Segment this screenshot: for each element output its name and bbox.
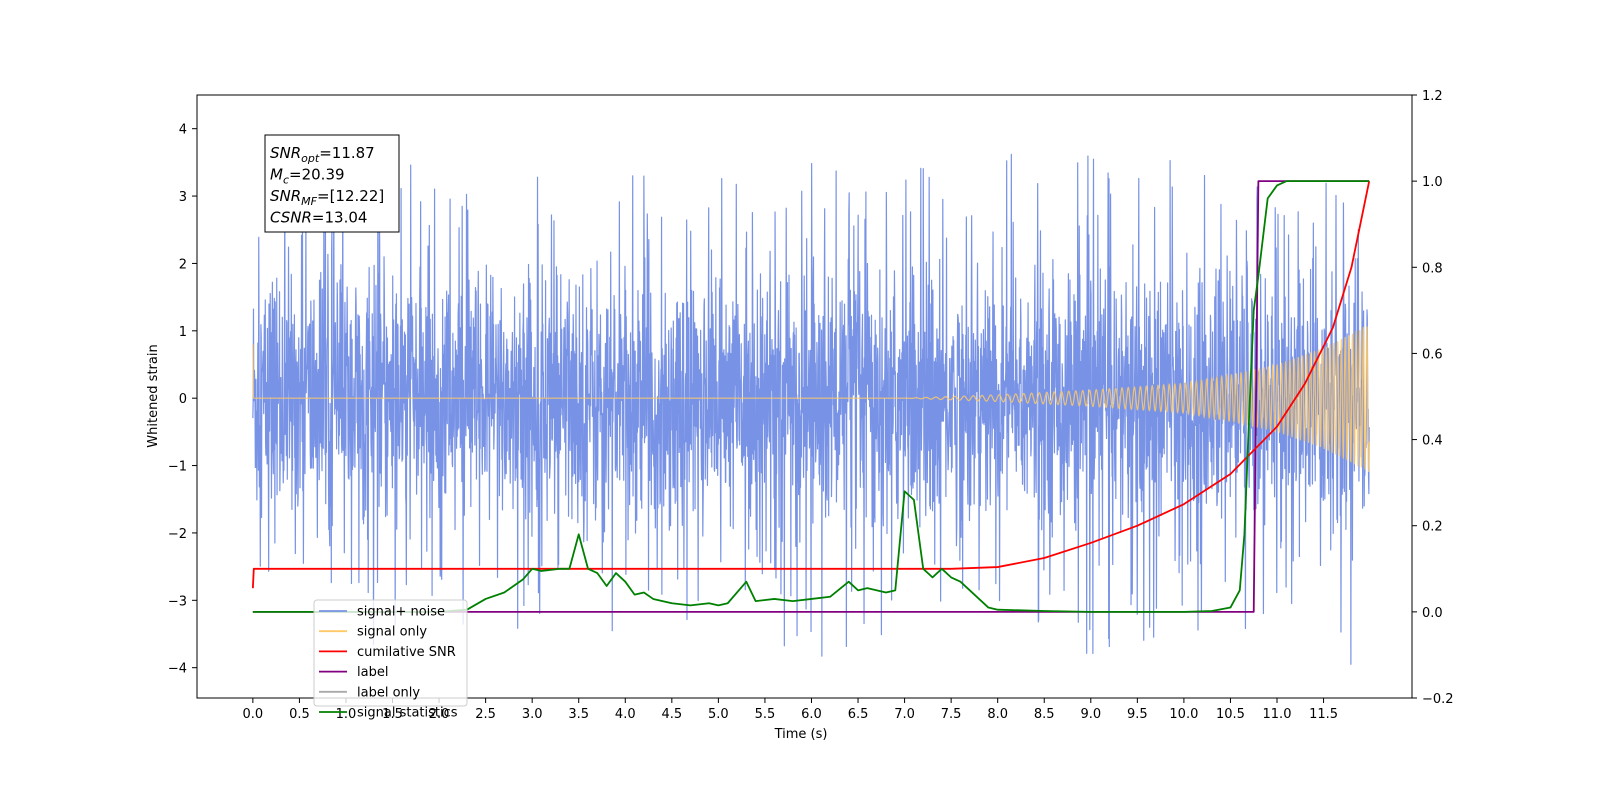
x-tick-label: 2.5	[475, 707, 496, 722]
x-tick-label: 8.0	[987, 707, 1008, 722]
y-right-tick-label: 0.0	[1422, 606, 1443, 621]
stats-row: SNRMF=[12.22]	[270, 187, 384, 208]
x-tick-label: 9.5	[1127, 707, 1148, 722]
y-right-tick-label: 1.2	[1422, 89, 1443, 104]
y-right-tick-label: −0.2	[1422, 692, 1454, 707]
x-tick-label: 1.5	[382, 707, 403, 722]
x-tick-label: 4.5	[661, 707, 682, 722]
y-left-tick-label: −3	[168, 594, 187, 609]
x-axis: 0.0 0.5 1.0 1.5 2.0 2.5 3.0 3.5 4.0 4.5 5.0 5.5 6.0 6…	[243, 698, 1338, 722]
y-left-tick-label: 0	[179, 392, 187, 407]
legend-frame	[313, 599, 468, 707]
x-tick-label: 4.0	[615, 707, 636, 722]
x-tick-label: 0.0	[243, 707, 264, 722]
y-left-tick-label: 1	[179, 325, 187, 340]
x-tick-label: 11.0	[1263, 707, 1292, 722]
stats-row: SNRopt=11.87	[270, 144, 375, 165]
x-tick-label: 6.0	[801, 707, 822, 722]
stats-box-frame	[264, 134, 400, 233]
y-left-tick-label: 2	[179, 257, 187, 272]
stats-box: SNRopt=11.87Mc=20.39SNRMF=[12.22]CSNR=13…	[264, 134, 400, 233]
stats-row: Mc=20.39	[270, 166, 345, 187]
legend: signal+ noise signal only cumilative SNR la…	[313, 599, 468, 721]
x-tick-label: 5.0	[708, 707, 729, 722]
y-left-tick-label: −2	[168, 527, 187, 542]
y-left-tick-label: 3	[179, 190, 187, 205]
x-tick-label: 8.5	[1034, 707, 1055, 722]
x-tick-label: 2.0	[429, 707, 450, 722]
x-tick-label: 3.5	[568, 707, 589, 722]
legend-label: cumilative SNR	[357, 645, 456, 660]
x-tick-label: 9.0	[1080, 707, 1101, 722]
x-tick-label: 10.0	[1169, 707, 1198, 722]
y-axis-left: −4 −3 −2 −1 0 1 2 3 4	[168, 123, 197, 677]
series-signal-only	[252, 326, 1370, 473]
legend-label: signal only	[357, 625, 427, 640]
y-left-tick-label: 4	[179, 123, 187, 138]
x-tick-label: 11.5	[1309, 707, 1338, 722]
x-tick-label: 3.0	[522, 707, 543, 722]
y-axis-right: −0.2 0.0 0.2 0.4 0.6 0.8 1.0 1.2	[1412, 89, 1454, 707]
y-right-tick-label: 0.6	[1422, 347, 1443, 362]
y-right-tick-label: 1.0	[1422, 175, 1443, 190]
stats-row: CSNR=13.04	[270, 209, 367, 227]
legend-label: label	[357, 665, 388, 680]
y-left-tick-label: −4	[168, 662, 187, 677]
y-right-tick-label: 0.4	[1422, 434, 1443, 449]
x-tick-label: 0.5	[289, 707, 310, 722]
series-signal-statistics	[252, 180, 1370, 613]
x-tick-label: 7.5	[941, 707, 962, 722]
series-signal-noise	[252, 153, 1370, 665]
y-right-tick-label: 0.8	[1422, 261, 1443, 276]
y-axis-label-left: Whitened strain	[146, 344, 161, 447]
legend-label: label only	[357, 685, 420, 700]
x-tick-label: 6.5	[848, 707, 869, 722]
series-cumulative-snr	[251, 180, 1371, 589]
x-tick-label: 7.0	[894, 707, 915, 722]
y-right-tick-label: 0.2	[1422, 520, 1443, 535]
x-tick-label: 5.5	[755, 707, 776, 722]
x-axis-label: Time (s)	[774, 727, 828, 742]
x-tick-label: 10.5	[1216, 707, 1245, 722]
series-layer	[251, 153, 1371, 665]
plot-frame	[196, 94, 1413, 699]
legend-label: signal statistics	[357, 706, 458, 721]
x-tick-label: 1.0	[336, 707, 357, 722]
y-left-tick-label: −1	[168, 460, 187, 475]
legend-label: signal+ noise	[357, 605, 445, 620]
